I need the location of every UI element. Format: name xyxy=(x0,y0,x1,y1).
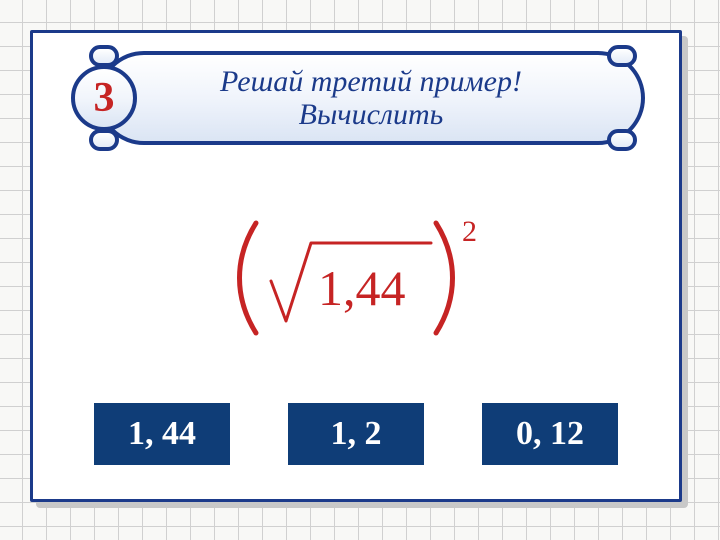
radicand-text: 1,44 xyxy=(318,260,406,316)
answer-option-2[interactable]: 1, 2 xyxy=(288,403,424,465)
exponent-text: 2 xyxy=(462,215,477,248)
scroll-ornament-icon xyxy=(607,45,637,67)
main-panel: Решай третий пример! Вычислить 3 1,44 2 … xyxy=(30,30,682,502)
answer-option-1[interactable]: 1, 44 xyxy=(94,403,230,465)
answer-option-3[interactable]: 0, 12 xyxy=(482,403,618,465)
problem-number: 3 xyxy=(94,77,115,119)
scroll-ornament-icon xyxy=(607,129,637,151)
header-plaque: Решай третий пример! Вычислить xyxy=(97,51,645,145)
scroll-ornament-icon xyxy=(89,129,119,151)
answer-row: 1, 44 1, 2 0, 12 xyxy=(33,403,679,465)
formula-svg: 1,44 2 xyxy=(216,213,496,343)
header-line-1: Решай третий пример! xyxy=(220,65,522,98)
header-line-2: Вычислить xyxy=(299,98,444,131)
math-formula: 1,44 2 xyxy=(33,213,679,343)
problem-number-badge: 3 xyxy=(71,65,137,131)
scroll-ornament-icon xyxy=(89,45,119,67)
